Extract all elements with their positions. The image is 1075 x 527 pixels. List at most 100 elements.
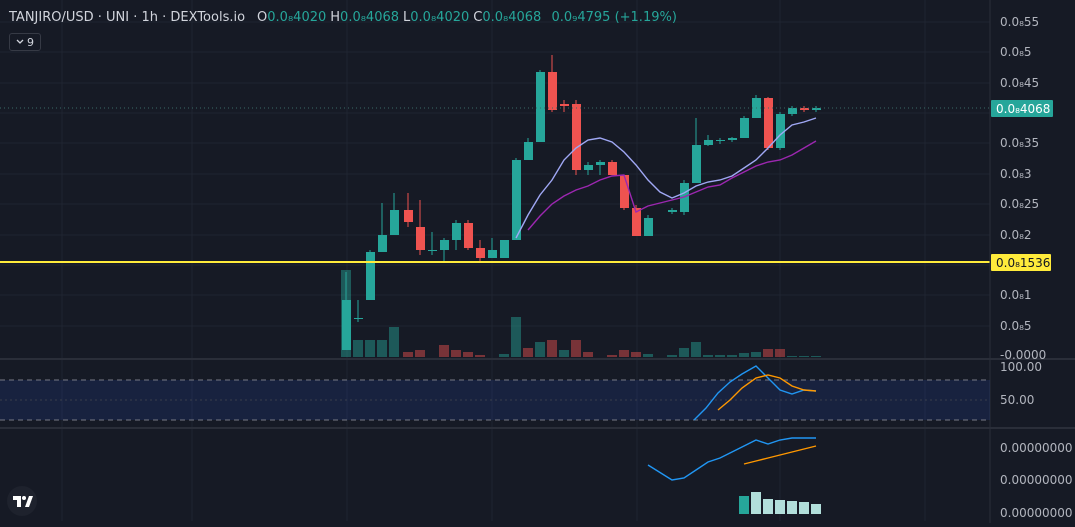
- symbol-legend: TANJIRO/USD · UNI · 1h · DEXTools.io O0.0…: [9, 10, 677, 25]
- macd-tick-label: 0.00000000: [1000, 473, 1073, 487]
- candle: [776, 112, 785, 150]
- candle-body: [464, 223, 473, 248]
- macd-histogram-bar: [775, 500, 785, 514]
- high-label: H: [330, 10, 341, 25]
- tradingview-logo-icon[interactable]: [5, 485, 39, 517]
- open-value: 0.0₈4020: [267, 10, 327, 25]
- rsi-tick-label: 50.00: [1000, 393, 1034, 407]
- rsi-line: [693, 365, 817, 421]
- indicators-count: 9: [27, 35, 34, 49]
- candle-body: [500, 240, 509, 258]
- price-axis[interactable]: 0.0₈55 0.0₈5 0.0₈45 0.0₈35 0.0₈3 0.0₈25 0.0₈2 0…: [991, 15, 1073, 520]
- candle-body: [524, 142, 533, 160]
- candle-body: [596, 162, 605, 165]
- close-value: 0.0₈4068: [482, 10, 542, 25]
- candle: [752, 95, 761, 118]
- candle: [596, 160, 605, 175]
- candle: [704, 135, 713, 146]
- volume-bar: [571, 340, 581, 357]
- volume-bar: [353, 340, 363, 357]
- candle: [476, 240, 485, 262]
- open-label: O: [257, 10, 268, 25]
- candle: [800, 106, 809, 112]
- candle: [342, 272, 351, 350]
- macd-line: [647, 437, 816, 481]
- candle-body: [668, 210, 677, 212]
- volume-bar: [463, 352, 473, 357]
- candle: [500, 240, 509, 258]
- candle-body: [584, 165, 593, 170]
- horizontal-price-line[interactable]: [0, 107, 990, 263]
- macd-histogram-bar: [799, 502, 809, 514]
- line-price-badge: [991, 254, 1051, 271]
- candle: [354, 300, 363, 322]
- candle: [608, 160, 617, 175]
- macd-histogram-bar: [811, 504, 821, 514]
- candle: [416, 200, 425, 255]
- candle: [378, 203, 387, 252]
- candle: [452, 220, 461, 250]
- candle: [390, 193, 399, 235]
- candle-body: [728, 138, 737, 140]
- volume-bar: [389, 327, 399, 357]
- volume-bar: [523, 348, 533, 357]
- price-tick-label: -0.0000: [1000, 348, 1046, 362]
- volume-bar: [377, 340, 387, 357]
- candle: [728, 137, 737, 142]
- candle-body: [488, 250, 497, 258]
- candle-body: [704, 140, 713, 145]
- volume-bar: [643, 354, 653, 357]
- candle: [524, 138, 533, 160]
- candle-body: [440, 240, 449, 250]
- candle: [440, 238, 449, 262]
- moving-averages: [515, 117, 817, 239]
- volume-bar: [715, 355, 725, 357]
- price-tick-label: 0.0₈45: [1000, 76, 1039, 90]
- price-tick-label: 0.0₈2: [1000, 228, 1032, 242]
- candle: [668, 208, 677, 214]
- candle: [548, 55, 557, 112]
- macd-histogram-bar: [739, 496, 749, 514]
- candle-body: [716, 140, 725, 141]
- moving-average-fast-line: [515, 117, 817, 239]
- candle: [464, 220, 473, 250]
- current-price-badge: [991, 100, 1053, 117]
- candles: [342, 55, 821, 350]
- candle: [584, 162, 593, 175]
- moving-average-slow-line: [527, 140, 817, 231]
- candle-body: [378, 235, 387, 252]
- candle-body: [560, 104, 569, 106]
- volume-bar: [403, 352, 413, 357]
- candle: [572, 100, 581, 175]
- volume-bar: [415, 350, 425, 357]
- candle: [740, 116, 749, 138]
- line-price-label: 0.0₈1536: [996, 256, 1050, 270]
- price-tick-label: 0.0₈25: [1000, 197, 1039, 211]
- price-tick-label: 0.0₈1: [1000, 288, 1032, 302]
- volume-bar: [547, 340, 557, 357]
- candle-body: [354, 318, 363, 319]
- symbol-title: TANJIRO/USD · UNI · 1h · DEXTools.io: [9, 10, 246, 25]
- candle-body: [512, 160, 521, 240]
- volume-bar: [511, 317, 521, 357]
- volume-bar: [583, 352, 593, 357]
- candle: [692, 118, 701, 183]
- candle-body: [572, 104, 581, 170]
- candle: [644, 215, 653, 236]
- candle-body: [452, 223, 461, 240]
- volume-bar: [439, 345, 449, 357]
- rsi-signal-line: [717, 374, 817, 411]
- indicators-toggle-button[interactable]: 9: [9, 33, 41, 51]
- volume-bars: [341, 270, 821, 357]
- change-value: 0.0₉4795 (+1.19%): [551, 10, 677, 25]
- volume-bar: [811, 356, 821, 357]
- volume-bar: [631, 352, 641, 357]
- candle-body: [428, 250, 437, 251]
- volume-bar: [451, 350, 461, 357]
- price-tick-label: 0.0₈35: [1000, 136, 1039, 150]
- chevron-down-icon: [16, 39, 24, 44]
- high-value: 0.0₈4068: [340, 10, 400, 25]
